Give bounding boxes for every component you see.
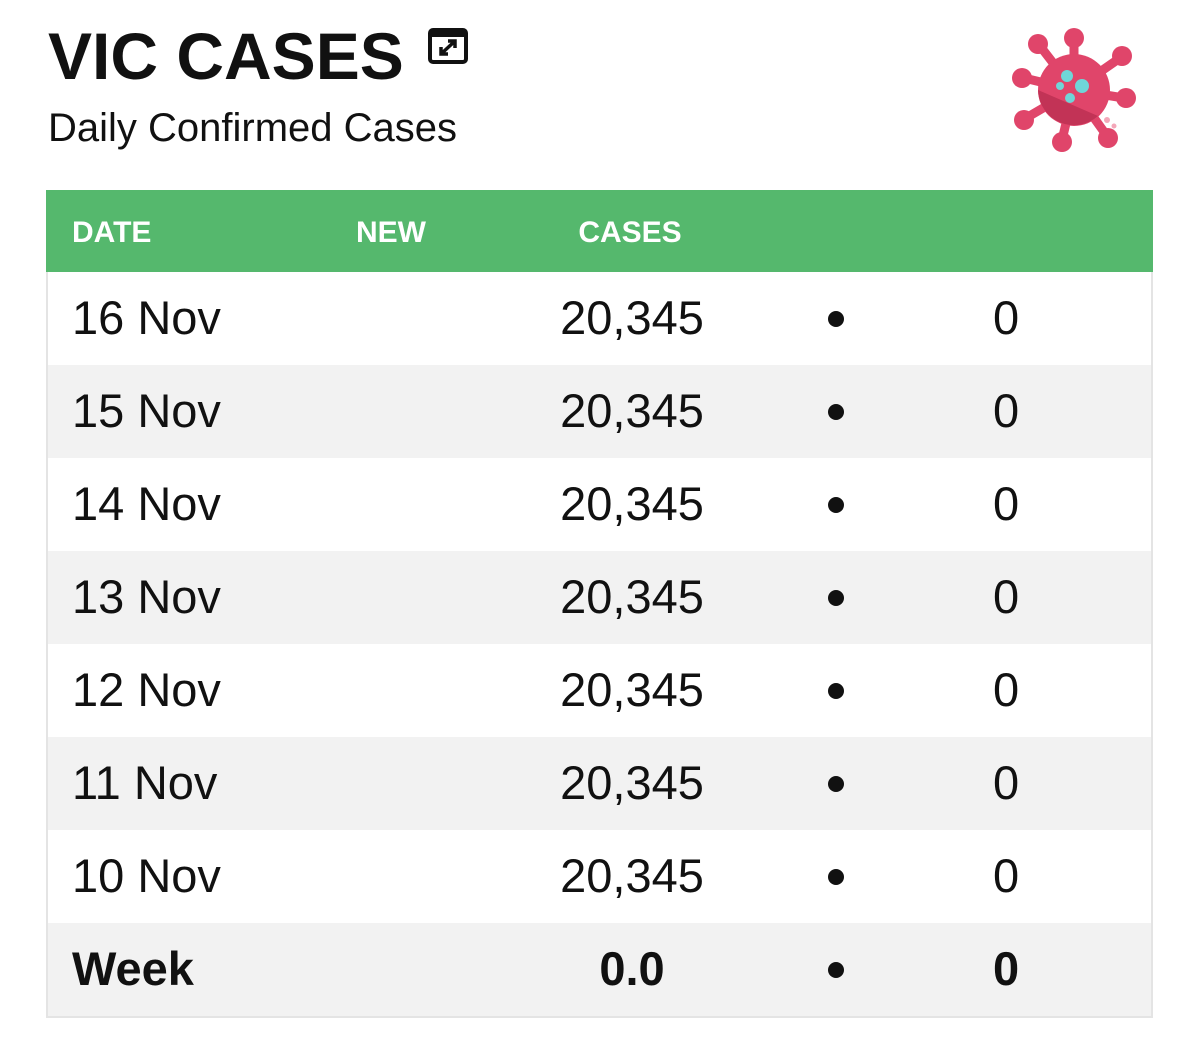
bullet — [828, 497, 844, 513]
summary-row: Week 0.0 0 — [48, 923, 1151, 1016]
column-header: DATE — [72, 216, 152, 249]
bullet — [828, 404, 844, 420]
table-row: 15 Nov 20,345 0 — [48, 365, 1151, 458]
bullet — [828, 590, 844, 606]
date-cell: 16 Nov — [72, 291, 221, 344]
date-cell: 11 Nov — [72, 756, 218, 809]
expand-icon[interactable] — [428, 28, 468, 64]
bullet — [828, 311, 844, 327]
bullet — [828, 683, 844, 699]
table-row: 16 Nov 20,345 0 — [72, 291, 1020, 344]
bullet — [828, 776, 844, 792]
date-cell: 12 Nov — [72, 663, 221, 716]
date-cell: 14 Nov — [72, 477, 221, 530]
bullet — [828, 962, 844, 978]
table-row: 11 Nov 20,345 0 — [48, 737, 1151, 830]
date-cell: 13 Nov — [72, 570, 221, 623]
bullet — [828, 869, 844, 885]
column-header: NEW — [356, 216, 426, 249]
title: VIC CASES — [48, 19, 404, 93]
table-row: 12 Nov 20,345 0 — [72, 663, 1020, 716]
date-cell: 15 Nov — [72, 384, 221, 437]
date-cell: Week — [72, 942, 194, 995]
table-row: 13 Nov 20,345 0 — [48, 551, 1151, 644]
table-header: DATE NEW CASES — [46, 190, 1153, 272]
virus-icon — [1012, 28, 1136, 152]
table-row: 14 Nov 20,345 0 — [72, 477, 1020, 530]
table-row: 10 Nov 20,345 0 — [72, 849, 1020, 902]
date-cell: 10 Nov — [72, 849, 221, 902]
subtitle: Daily Confirmed Cases — [48, 106, 458, 150]
cases-table: DATE NEW CASES 16 Nov 20,345 0 15 Nov 20,345 0 1… — [46, 190, 1153, 1018]
